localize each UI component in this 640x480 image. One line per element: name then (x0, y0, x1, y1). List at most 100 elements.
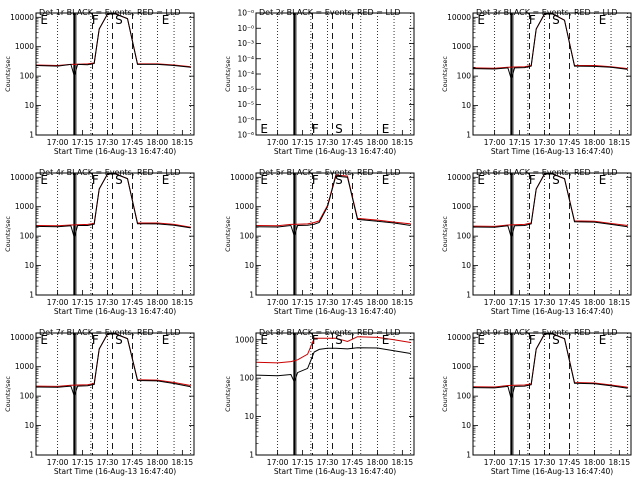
marker-label: E (599, 13, 607, 27)
marker-label: F (92, 13, 99, 27)
x-axis-label: Start Time (16-Aug-13 16:47:40) (54, 147, 176, 156)
marker-label: E (40, 333, 48, 347)
x-tick-label: 18:00 (584, 138, 606, 147)
marker-label: E (162, 13, 170, 27)
x-tick-label: 17:45 (122, 458, 144, 467)
events-series-line (472, 13, 628, 81)
y-axis-label: Counts/sec (441, 376, 449, 412)
y-tick-label: 10⁻⁶ (237, 115, 254, 124)
marker-label: E (477, 13, 485, 27)
x-tick-label: 17:30 (534, 298, 556, 307)
marker-label: F (92, 173, 99, 187)
marker-label: E (599, 173, 607, 187)
lld-series-line (255, 336, 411, 364)
y-axis-label: Counts/sec (224, 56, 232, 92)
x-axis-label: Start Time (16-Aug-13 16:47:40) (274, 467, 396, 476)
y-tick-label: 1000 (452, 362, 471, 371)
y-tick-label: 1000 (452, 202, 471, 211)
plot-frame (472, 12, 632, 136)
x-tick-label: 17:15 (72, 138, 94, 147)
plot-frame (472, 332, 632, 456)
x-tick-label: 17:00 (47, 298, 69, 307)
y-tick-label: 10000 (230, 173, 254, 182)
y-tick-label: 1000 (452, 42, 471, 51)
events-series-line (35, 333, 191, 398)
y-tick-label: 10000 (10, 333, 34, 342)
marker-label: E (382, 122, 390, 136)
y-tick-label: 10 (244, 261, 254, 270)
x-axis-label: Start Time (16-Aug-13 16:47:40) (491, 307, 613, 316)
lld-series-line (255, 174, 411, 227)
y-tick-label: 10000 (447, 333, 471, 342)
y-tick-label: 1 (29, 451, 34, 460)
y-tick-label: 1 (29, 131, 34, 140)
plot-frame (35, 332, 195, 456)
x-axis-label: Start Time (16-Aug-13 16:47:40) (54, 467, 176, 476)
x-tick-label: 17:15 (292, 138, 314, 147)
x-tick-label: 17:30 (97, 138, 119, 147)
y-tick-label: 1000 (15, 202, 34, 211)
y-tick-label: 1 (466, 291, 471, 300)
marker-label: E (40, 13, 48, 27)
x-tick-label: 18:15 (392, 138, 414, 147)
y-tick-label: 1 (29, 291, 34, 300)
x-tick-label: 17:15 (292, 458, 314, 467)
marker-label: F (312, 122, 319, 136)
y-tick-label: 10 (461, 261, 471, 270)
marker-label: E (162, 173, 170, 187)
y-axis-label: Counts/sec (4, 376, 12, 412)
y-axis-label: Counts/sec (224, 216, 232, 252)
plot-frame (255, 12, 415, 136)
x-axis-label: Start Time (16-Aug-13 16:47:40) (274, 307, 396, 316)
x-axis-label: Start Time (16-Aug-13 16:47:40) (274, 147, 396, 156)
y-tick-label: 100 (240, 232, 255, 241)
x-tick-label: 18:15 (609, 138, 631, 147)
marker-label: E (477, 173, 485, 187)
x-tick-label: 17:00 (484, 138, 506, 147)
x-axis-label: Start Time (16-Aug-13 16:47:40) (54, 307, 176, 316)
marker-label: S (115, 173, 123, 187)
x-tick-label: 17:15 (509, 458, 531, 467)
x-tick-label: 17:45 (559, 458, 581, 467)
x-tick-label: 18:00 (147, 138, 169, 147)
marker-label: E (382, 173, 390, 187)
marker-label: E (40, 173, 48, 187)
x-tick-label: 17:15 (509, 138, 531, 147)
y-tick-label: 10000 (447, 173, 471, 182)
y-tick-label: 100 (240, 374, 255, 383)
x-tick-label: 17:00 (484, 298, 506, 307)
marker-label: S (552, 173, 560, 187)
x-tick-label: 18:00 (584, 458, 606, 467)
x-tick-label: 17:45 (559, 138, 581, 147)
marker-label: F (529, 13, 536, 27)
x-tick-label: 18:00 (147, 298, 169, 307)
marker-label: F (529, 333, 536, 347)
y-tick-label: 10000 (447, 13, 471, 22)
y-tick-label: 100 (20, 392, 35, 401)
y-tick-label: 1000 (15, 42, 34, 51)
y-tick-label: 10⁻⁰ (237, 24, 254, 33)
marker-label: E (599, 333, 607, 347)
x-axis-label: Start Time (16-Aug-13 16:47:40) (491, 467, 613, 476)
y-axis-label: Counts/sec (4, 56, 12, 92)
x-tick-label: 17:45 (122, 138, 144, 147)
marker-label: E (162, 333, 170, 347)
marker-label: F (92, 333, 99, 347)
x-tick-label: 18:15 (392, 298, 414, 307)
x-tick-label: 17:00 (47, 458, 69, 467)
x-tick-label: 17:45 (342, 138, 364, 147)
marker-label: S (335, 122, 343, 136)
events-series-line (35, 173, 191, 240)
x-axis-label: Start Time (16-Aug-13 16:47:40) (491, 147, 613, 156)
x-tick-label: 17:00 (267, 298, 289, 307)
y-tick-label: 10⁻⁴ (237, 70, 254, 79)
events-series-line (255, 175, 411, 238)
y-tick-label: 1000 (235, 202, 254, 211)
